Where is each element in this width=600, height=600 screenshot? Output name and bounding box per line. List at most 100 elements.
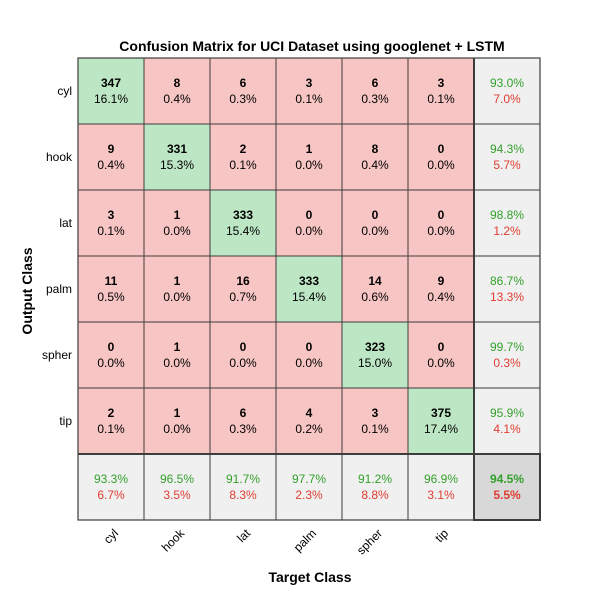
col-correct-percent: 96.5% <box>160 472 194 486</box>
cell-percent: 0.0% <box>295 356 323 370</box>
matrix-cell <box>275 123 343 191</box>
cell-count: 1 <box>174 406 181 420</box>
matrix-cell <box>209 57 277 125</box>
col-correct-percent: 93.3% <box>94 472 128 486</box>
y-axis-label: Output Class <box>19 247 35 334</box>
cell-percent: 15.0% <box>358 356 392 370</box>
matrix-cell <box>77 321 145 389</box>
row-error-percent: 0.3% <box>493 356 521 370</box>
cell-count: 11 <box>105 274 118 288</box>
cell-count: 1 <box>174 340 181 354</box>
matrix-cell <box>275 387 343 455</box>
cell-count: 14 <box>368 274 382 288</box>
cell-count: 375 <box>431 406 451 420</box>
cell-percent: 0.0% <box>163 356 191 370</box>
matrix-cell <box>407 255 475 323</box>
col-correct-percent: 91.2% <box>358 472 392 486</box>
matrix-cell <box>209 321 277 389</box>
cell-percent: 0.3% <box>229 422 257 436</box>
cell-percent: 0.0% <box>427 158 455 172</box>
cell-percent: 0.0% <box>229 356 257 370</box>
row-error-percent: 5.7% <box>493 158 521 172</box>
matrix-cell <box>77 189 145 257</box>
matrix-border <box>77 57 541 521</box>
matrix-cell <box>143 189 211 257</box>
matrix-cell <box>209 255 277 323</box>
matrix-cell <box>209 387 277 455</box>
output-class-tick: palm <box>46 282 72 296</box>
matrix-cell <box>143 255 211 323</box>
matrix-cell <box>209 189 277 257</box>
cell-count: 8 <box>372 142 379 156</box>
col-error-percent: 3.5% <box>163 488 191 502</box>
cell-percent: 15.4% <box>292 290 326 304</box>
overall-correct-percent: 94.5% <box>490 472 524 486</box>
cell-percent: 0.0% <box>427 356 455 370</box>
cell-count: 0 <box>372 208 379 222</box>
output-class-tick: cyl <box>57 84 72 98</box>
target-class-tick: palm <box>291 526 319 554</box>
matrix-cell <box>77 387 145 455</box>
col-correct-percent: 91.7% <box>226 472 260 486</box>
matrix-cell <box>143 57 211 125</box>
target-class-tick: spher <box>354 526 385 557</box>
matrix-cell-labels: 347 16.1% 8 0.4% 6 0.3% 3 0.1% 6 0.3% 3 0.1% 93.0% 7.… <box>94 76 524 502</box>
cell-count: 1 <box>174 208 181 222</box>
cell-percent: 0.7% <box>229 290 257 304</box>
cell-count: 331 <box>167 142 187 156</box>
cell-percent: 0.0% <box>427 224 455 238</box>
col-summary-cell <box>407 453 475 521</box>
cell-percent: 0.4% <box>97 158 125 172</box>
cell-percent: 0.3% <box>229 92 257 106</box>
cell-count: 3 <box>306 76 313 90</box>
col-summary-cell <box>275 453 343 521</box>
cell-percent: 0.1% <box>295 92 323 106</box>
row-error-percent: 1.2% <box>493 224 521 238</box>
matrix-cell <box>143 387 211 455</box>
target-class-tick: hook <box>159 526 188 555</box>
cell-count: 4 <box>306 406 313 420</box>
row-correct-percent: 98.8% <box>490 208 524 222</box>
matrix-cell <box>407 57 475 125</box>
matrix-cell <box>341 123 409 191</box>
cell-count: 0 <box>240 340 247 354</box>
matrix-cell <box>77 57 145 125</box>
col-summary-cell <box>209 453 277 521</box>
row-summary-cell <box>473 255 541 323</box>
matrix-cell <box>77 255 145 323</box>
cell-count: 6 <box>240 406 247 420</box>
cell-percent: 0.0% <box>295 224 323 238</box>
cell-count: 323 <box>365 340 385 354</box>
chart-title: Confusion Matrix for UCI Dataset using g… <box>119 38 504 54</box>
cell-percent: 0.4% <box>427 290 455 304</box>
cell-count: 0 <box>438 340 445 354</box>
output-class-tick: tip <box>59 414 72 428</box>
row-correct-percent: 86.7% <box>490 274 524 288</box>
cell-count: 1 <box>306 142 313 156</box>
cell-count: 6 <box>372 76 379 90</box>
col-error-percent: 2.3% <box>295 488 323 502</box>
cell-count: 1 <box>174 274 181 288</box>
overall-error-percent: 5.5% <box>493 488 521 502</box>
cell-count: 3 <box>108 208 115 222</box>
col-summary-cell <box>341 453 409 521</box>
col-error-percent: 6.7% <box>97 488 125 502</box>
cell-count: 333 <box>299 274 319 288</box>
x-axis-label: Target Class <box>269 569 352 585</box>
row-correct-percent: 93.0% <box>490 76 524 90</box>
cell-percent: 0.0% <box>163 224 191 238</box>
cell-percent: 0.4% <box>361 158 389 172</box>
cell-percent: 0.4% <box>163 92 191 106</box>
row-summary-cell <box>473 387 541 455</box>
cell-count: 6 <box>240 76 247 90</box>
matrix-cell <box>143 123 211 191</box>
matrix-cell <box>209 123 277 191</box>
cell-percent: 15.3% <box>160 158 194 172</box>
cell-count: 8 <box>174 76 181 90</box>
matrix-cell <box>341 321 409 389</box>
row-error-percent: 7.0% <box>493 92 521 106</box>
overall-accuracy-cell <box>473 453 541 521</box>
matrix-cell <box>341 57 409 125</box>
cell-percent: 15.4% <box>226 224 260 238</box>
col-correct-percent: 96.9% <box>424 472 458 486</box>
